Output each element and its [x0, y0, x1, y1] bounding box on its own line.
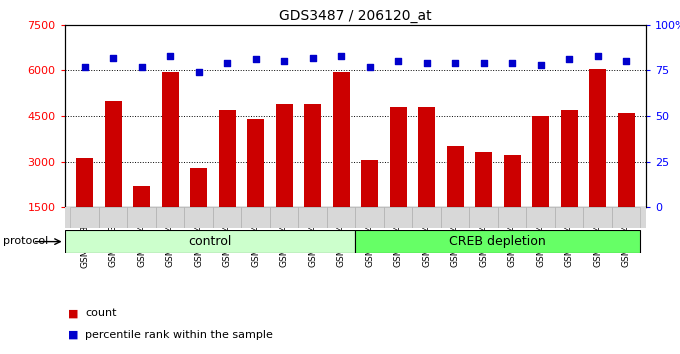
Point — [564, 57, 575, 62]
Text: ■: ■ — [68, 330, 78, 339]
Bar — [612, 207, 641, 228]
Bar — [469, 207, 498, 228]
Bar — [498, 207, 526, 228]
Text: percentile rank within the sample: percentile rank within the sample — [85, 330, 273, 339]
Bar — [447, 146, 464, 253]
Point — [421, 60, 432, 66]
Point — [336, 53, 347, 59]
Point — [136, 64, 147, 69]
Bar — [304, 104, 321, 253]
Bar — [441, 207, 469, 228]
Text: CREB depletion: CREB depletion — [449, 235, 546, 248]
Bar — [133, 186, 150, 253]
Point — [79, 64, 90, 69]
Bar — [127, 207, 156, 228]
Point — [507, 60, 517, 66]
Bar — [412, 207, 441, 228]
Point — [364, 64, 375, 69]
Bar — [475, 152, 492, 253]
Point — [193, 69, 204, 75]
Text: control: control — [188, 235, 232, 248]
Point — [592, 53, 603, 59]
Bar — [532, 116, 549, 253]
Bar — [503, 155, 521, 253]
Point — [478, 60, 489, 66]
Bar — [333, 72, 350, 253]
Bar — [156, 207, 184, 228]
Bar — [99, 207, 127, 228]
Bar — [418, 107, 435, 253]
Bar — [270, 207, 299, 228]
Bar — [327, 207, 355, 228]
Bar — [617, 113, 634, 253]
Bar — [589, 69, 606, 253]
Bar — [247, 119, 264, 253]
Bar — [162, 72, 179, 253]
Text: count: count — [85, 308, 116, 318]
Bar — [355, 230, 641, 253]
Bar — [76, 159, 93, 253]
Point — [222, 60, 233, 66]
Bar — [526, 207, 555, 228]
Bar — [361, 160, 378, 253]
Point — [279, 58, 290, 64]
Bar — [70, 207, 99, 228]
Text: ■: ■ — [68, 308, 78, 318]
Bar — [384, 207, 412, 228]
Bar — [184, 207, 213, 228]
Bar — [356, 207, 384, 228]
Bar — [555, 207, 583, 228]
Bar — [213, 207, 241, 228]
Point — [449, 60, 460, 66]
Bar — [299, 207, 327, 228]
Bar — [560, 110, 577, 253]
Bar — [583, 207, 612, 228]
Point — [535, 62, 546, 68]
Bar — [218, 110, 235, 253]
Bar — [190, 167, 207, 253]
Bar — [390, 107, 407, 253]
Point — [165, 53, 175, 59]
Point — [392, 58, 403, 64]
Bar — [275, 104, 292, 253]
Text: protocol: protocol — [3, 236, 49, 246]
Bar — [65, 207, 646, 228]
Point — [250, 57, 261, 62]
Bar — [241, 207, 270, 228]
Point — [307, 55, 318, 61]
Point — [107, 55, 118, 61]
Point — [621, 58, 632, 64]
Bar — [105, 101, 122, 253]
Bar — [65, 230, 355, 253]
Text: GDS3487 / 206120_at: GDS3487 / 206120_at — [279, 9, 432, 23]
